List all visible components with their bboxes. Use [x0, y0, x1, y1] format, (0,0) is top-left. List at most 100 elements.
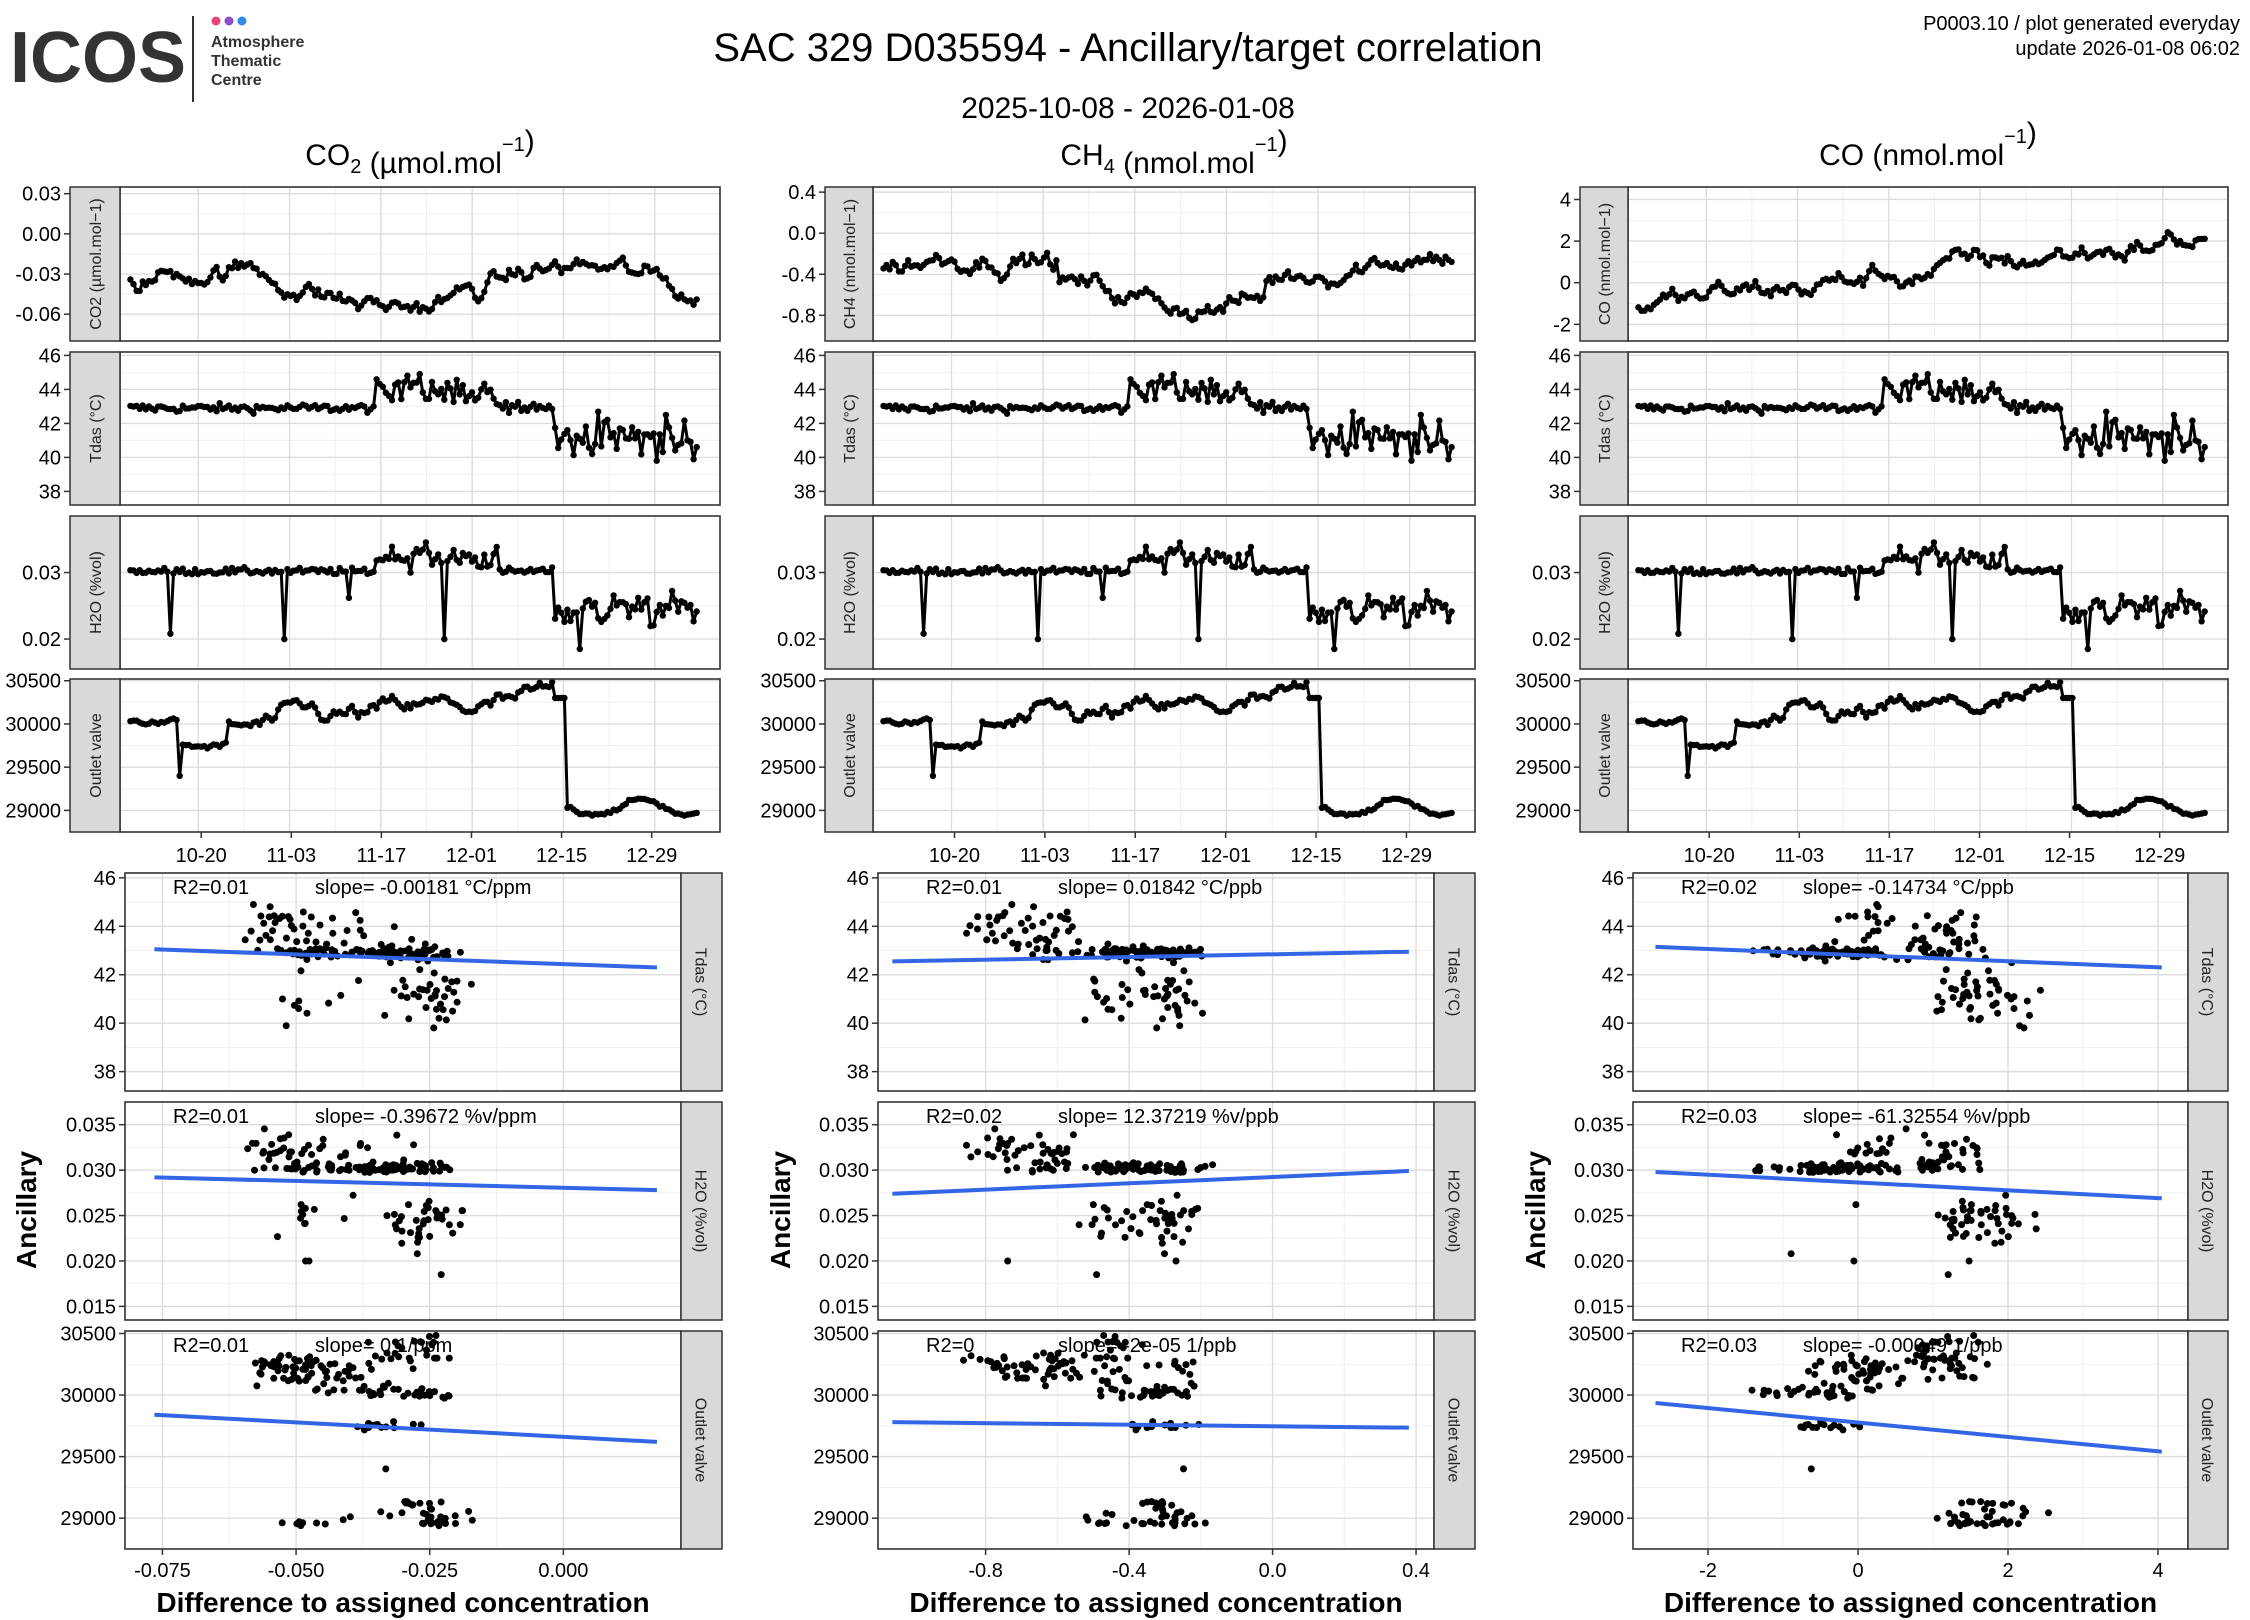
series-point	[370, 568, 377, 575]
series-point	[1927, 272, 1935, 279]
scatter-point	[1036, 1165, 1044, 1173]
scatter-point	[1174, 1005, 1182, 1012]
scatter-point	[304, 1373, 312, 1381]
scatter-point	[1919, 934, 1927, 942]
series-point	[1377, 600, 1384, 608]
scatter-point	[1106, 1346, 1114, 1354]
series-point	[1915, 569, 1922, 576]
ts-y-tick-label: 2	[1560, 231, 1571, 253]
scatter-point	[1991, 977, 1998, 984]
series-point	[1924, 370, 1931, 378]
scatter-point	[1759, 1391, 1767, 1399]
series-point	[1672, 291, 1679, 299]
scatter-point	[1852, 1201, 1860, 1209]
scatter-point	[369, 1158, 377, 1166]
scatter-point	[1943, 923, 1951, 931]
series-point	[416, 308, 423, 315]
scatter-point	[1118, 945, 1126, 953]
scatter-point	[1172, 1257, 1180, 1265]
meta-line-2: update 2026-01-08 06:02	[2015, 38, 2240, 60]
series-point	[1201, 308, 1208, 315]
series-point	[1158, 555, 1165, 562]
series-point	[1939, 556, 1947, 563]
scatter-point	[1871, 1361, 1879, 1369]
scatter-point	[1921, 1131, 1929, 1139]
scatter-point	[2007, 995, 2015, 1003]
scatter-point	[352, 909, 360, 917]
scatter-point	[422, 1004, 430, 1011]
scatter-point	[1856, 1168, 1864, 1176]
series-point	[1433, 440, 1440, 447]
series-point	[453, 376, 460, 383]
sc-ch4-1-strip-label: H2O (%vol)	[1445, 1170, 1462, 1253]
ts-y-tick-label: 30500	[1515, 671, 1571, 693]
scatter-point	[1091, 1215, 1099, 1223]
series-point	[576, 645, 583, 653]
series-point	[935, 254, 943, 262]
x-axis-title: Difference to assigned concentration	[156, 1587, 649, 1618]
scatter-point	[256, 936, 264, 944]
series-point	[278, 289, 285, 296]
scatter-point	[310, 1205, 318, 1213]
scatter-point	[1090, 1367, 1098, 1375]
series-point	[659, 612, 666, 619]
scatter-point	[276, 1147, 284, 1155]
series-point	[2146, 451, 2153, 458]
scatter-point	[1181, 991, 1189, 999]
series-point	[573, 609, 580, 616]
series-point	[456, 391, 463, 398]
scatter-point	[1042, 1382, 1049, 1390]
series-point	[2106, 443, 2113, 450]
ts-y-tick-label: 30000	[5, 714, 61, 736]
series-point	[672, 447, 679, 454]
scatter-point	[429, 1165, 437, 1173]
scatter-point	[448, 978, 456, 986]
series-point	[598, 443, 605, 450]
scatter-point	[412, 1216, 420, 1224]
scatter-point	[415, 1225, 423, 1233]
ts-co-0-strip	[1579, 186, 1629, 342]
scatter-point	[1991, 1239, 1999, 1247]
scatter-point	[967, 1352, 975, 1360]
series-point	[1979, 252, 1987, 259]
series-point	[1436, 599, 1443, 606]
series-point	[1405, 622, 1412, 629]
scatter-point	[1111, 1386, 1119, 1394]
scatter-point	[1952, 914, 1960, 922]
scatter-point	[346, 1513, 354, 1521]
scatter-point	[1854, 1160, 1862, 1168]
series-point	[622, 600, 630, 608]
scatter-point	[1949, 994, 1957, 1001]
scatter-point	[1052, 926, 1060, 934]
ts-co2-2-strip	[69, 515, 121, 670]
scatter-point	[1866, 1147, 1874, 1155]
panel-bg	[120, 187, 720, 341]
series-point	[2158, 240, 2165, 247]
series-point	[151, 277, 159, 284]
scatter-point	[963, 1141, 970, 1149]
series-point	[1226, 707, 1233, 715]
sc-co-0-strip	[2187, 872, 2229, 1092]
series-point	[342, 568, 350, 575]
series-point	[1946, 385, 1953, 393]
scatter-point	[321, 1520, 329, 1528]
scatter-point	[960, 1356, 967, 1364]
scatter-point	[1064, 915, 1072, 923]
ts-co2-1-strip-label: Tdas (°C)	[88, 394, 105, 463]
series-point	[499, 405, 506, 412]
scatter-point	[291, 1355, 299, 1363]
scatter-point	[1030, 903, 1038, 911]
scatter-point	[1090, 975, 1098, 983]
series-point	[1312, 609, 1320, 616]
series-point	[1989, 380, 1996, 387]
series-point	[299, 289, 306, 296]
scatter-point	[1068, 923, 1076, 931]
scatter-point	[1158, 1239, 1166, 1247]
series-point	[1195, 396, 1202, 403]
series-point	[1179, 549, 1187, 557]
scatter-point	[1989, 1499, 1997, 1507]
series-point	[2186, 440, 2193, 447]
series-point	[558, 269, 565, 277]
